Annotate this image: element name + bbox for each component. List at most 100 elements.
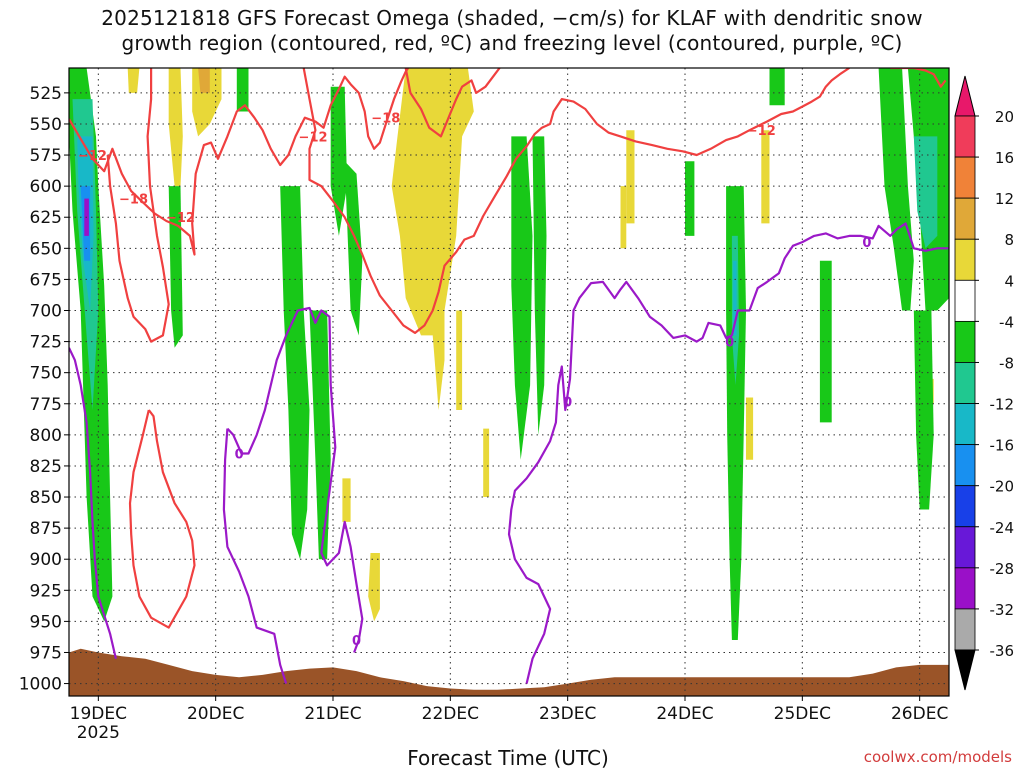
red-contour-line bbox=[404, 68, 501, 138]
y-tick-label: 600 bbox=[30, 177, 62, 197]
omega-shade-region bbox=[761, 130, 770, 224]
omega-shade-region bbox=[913, 310, 934, 510]
y-tick-label: 700 bbox=[30, 301, 62, 321]
x-axis-label: Forecast Time (UTC) bbox=[407, 746, 609, 768]
colorbar-tick-label: -4 bbox=[999, 313, 1014, 331]
purple-contour-line bbox=[226, 335, 288, 455]
colorbar-tick-label: 12 bbox=[995, 190, 1014, 208]
colorbar-band bbox=[954, 320, 976, 363]
x-tick-label: 23DEC bbox=[539, 704, 596, 724]
omega-shade-region bbox=[168, 68, 183, 187]
x-tick-label: 25DEC bbox=[774, 704, 831, 724]
omega-shade-region bbox=[913, 136, 938, 249]
omega-shade-region bbox=[819, 260, 832, 423]
x-tick-label: 21DEC bbox=[304, 704, 361, 724]
omega-shade-region bbox=[330, 86, 348, 236]
omega-shade-region bbox=[511, 136, 533, 460]
colorbar-bottom-arrow bbox=[954, 649, 976, 691]
red-contour-label: −12 bbox=[166, 211, 195, 226]
red-contour-label: −12 bbox=[78, 149, 107, 164]
omega-shade-region bbox=[198, 68, 210, 93]
x-tick-label: 20DEC bbox=[187, 704, 244, 724]
red-contour-line bbox=[890, 68, 947, 88]
colorbar-band bbox=[954, 403, 976, 446]
colorbar-band bbox=[954, 485, 976, 528]
omega-shade-region bbox=[309, 310, 331, 560]
contour-labels: −12 −18 −12 −12 −18 −12 0 0 0 0 0 bbox=[78, 112, 871, 649]
red-contour-label: −12 bbox=[747, 124, 776, 139]
omega-shade-region bbox=[127, 68, 140, 93]
colorbar-band bbox=[954, 279, 976, 322]
colorbar-band bbox=[954, 362, 976, 404]
plot-background bbox=[69, 68, 949, 696]
omega-shade-region bbox=[192, 68, 222, 137]
colorbar-band bbox=[954, 238, 976, 281]
y-tick-label: 775 bbox=[30, 395, 62, 415]
omega-shade-region bbox=[746, 397, 754, 460]
colorbar-tick-label: -8 bbox=[999, 354, 1014, 372]
purple-contour-line bbox=[285, 306, 364, 653]
y-tick-label: 650 bbox=[30, 239, 62, 259]
omega-shade-region bbox=[769, 68, 785, 106]
colorbar-tick-label: -24 bbox=[990, 519, 1015, 537]
colorbar-tick-label: -20 bbox=[990, 478, 1015, 496]
colorbar-band bbox=[954, 608, 976, 651]
purple-contour-line bbox=[222, 428, 288, 684]
omega-shade-region bbox=[620, 186, 627, 249]
y-tick-label: 875 bbox=[30, 519, 62, 539]
y-tick-label: 725 bbox=[30, 333, 62, 353]
y-tick-label: 675 bbox=[30, 270, 62, 290]
colorbar-tick-label: -28 bbox=[990, 560, 1015, 578]
colorbar-band bbox=[954, 197, 976, 240]
omega-shade-region bbox=[368, 553, 380, 622]
colorbar-tick-label: 16 bbox=[995, 149, 1014, 167]
y-tick-label: 800 bbox=[30, 426, 62, 446]
y-tick-label: 575 bbox=[30, 146, 62, 166]
colorbar-band bbox=[954, 156, 976, 199]
purple-contour-line bbox=[69, 347, 117, 659]
omega-shade-region bbox=[483, 428, 490, 497]
omega-shade-region bbox=[342, 478, 351, 522]
purple-contour-label: 0 bbox=[235, 448, 244, 463]
colorbar-band bbox=[954, 567, 976, 610]
y-tick-label: 850 bbox=[30, 488, 62, 508]
colorbar: 20 16 12 8 4 -4 -8 -12 -16 -20 -24 -28 -32 -36 bbox=[954, 75, 1015, 691]
y-tick-label: 550 bbox=[30, 115, 62, 135]
red-contour-line bbox=[302, 68, 850, 334]
freezing-level-purple-contours bbox=[69, 222, 949, 684]
colorbar-tick-label: -12 bbox=[990, 396, 1015, 414]
colorbar-band bbox=[954, 115, 976, 158]
red-contour-line bbox=[106, 68, 170, 343]
red-contour-line bbox=[69, 68, 410, 256]
colorbar-band bbox=[954, 526, 976, 569]
x-tick-sublabel: 2025 bbox=[77, 723, 120, 743]
y-tick-label: 1000 bbox=[19, 675, 62, 695]
credit-text: coolwx.com/models bbox=[864, 748, 1012, 766]
omega-shade-region bbox=[532, 136, 547, 435]
omega-shade-region bbox=[878, 68, 914, 311]
red-contour-line bbox=[128, 409, 196, 629]
terrain-surface bbox=[69, 648, 949, 696]
gridlines bbox=[69, 68, 949, 696]
red-contour-label: −12 bbox=[299, 130, 328, 145]
y-tick-label: 750 bbox=[30, 364, 62, 384]
x-tick-label: 19DEC bbox=[70, 704, 127, 724]
omega-shade-region bbox=[344, 161, 363, 336]
y-tick-label: 900 bbox=[30, 550, 62, 570]
y-tick-label: 825 bbox=[30, 457, 62, 477]
y-tick-label: 625 bbox=[30, 208, 62, 228]
y-tick-label: 975 bbox=[30, 643, 62, 663]
chart-title-line-2: growth region (contoured, red, ºC) and f… bbox=[121, 31, 903, 55]
colorbar-tick-label: -32 bbox=[990, 601, 1015, 619]
y-tick-label: 525 bbox=[30, 84, 62, 104]
omega-shade-region bbox=[391, 68, 474, 336]
colorbar-top-arrow bbox=[954, 75, 976, 117]
colorbar-tick-label: 20 bbox=[995, 108, 1014, 126]
purple-contour-label: 0 bbox=[862, 236, 871, 251]
purple-contour-label: 0 bbox=[563, 395, 572, 410]
colorbar-tick-label: 4 bbox=[1004, 272, 1014, 290]
red-contour-label: −18 bbox=[119, 193, 148, 208]
terrain bbox=[69, 648, 949, 696]
purple-contour-label: 0 bbox=[352, 634, 361, 649]
